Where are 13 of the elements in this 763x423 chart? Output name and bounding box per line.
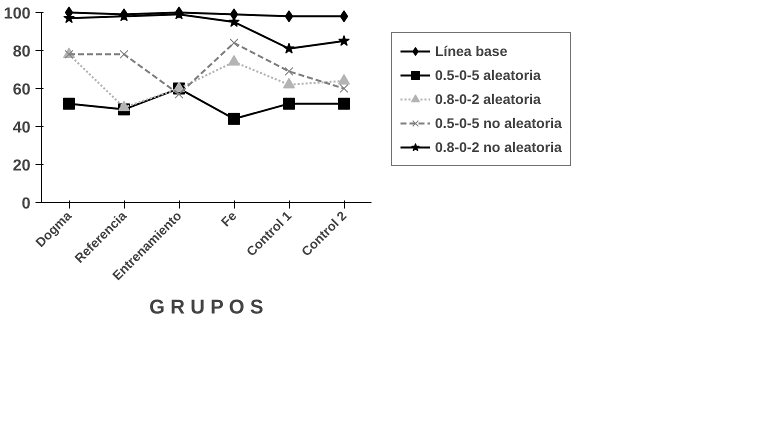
legend-label: 0.8-0-2 aleatoria — [435, 91, 541, 107]
x-axis-title: G R U P O S — [149, 296, 264, 318]
legend-label: 0.5-0-5 aleatoria — [435, 67, 541, 83]
y-tick-label: 60 — [12, 82, 31, 98]
y-tick-label: 20 — [12, 158, 31, 174]
y-tick-label: 0 — [22, 196, 31, 212]
legend-label: 0.8-0-2 no aleatoria — [435, 139, 562, 155]
y-tick-label: 40 — [12, 120, 31, 136]
legend-label: 0.5-0-5 no aleatoria — [435, 115, 562, 131]
y-tick-label: 100 — [4, 6, 31, 22]
x-tick-label: Fe — [218, 208, 240, 230]
y-tick-label: 80 — [12, 44, 31, 60]
legend-label: Línea base — [435, 43, 508, 59]
